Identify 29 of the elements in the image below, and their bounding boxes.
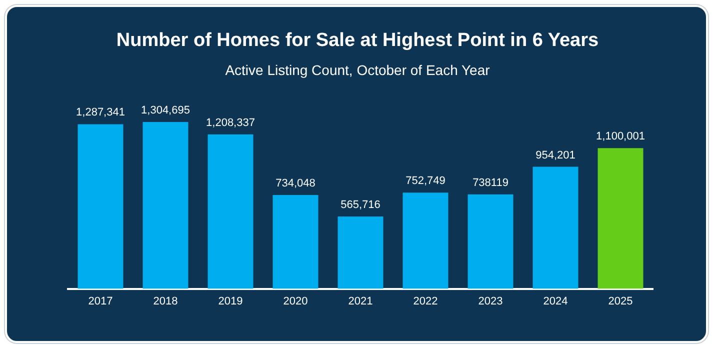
data-label: 752,749 [406,175,446,188]
data-label: 1,100,001 [596,130,645,143]
bar [598,148,644,289]
data-label: 1,287,341 [76,106,125,119]
bar [338,216,384,289]
x-tick-label: 2025 [608,295,633,308]
bar [468,194,514,289]
bar [272,194,318,289]
bar [402,192,448,289]
data-label: 1,304,695 [141,104,190,117]
data-label: 565,716 [340,199,380,212]
data-label: 734,048 [276,177,316,190]
data-label: 738119 [472,176,508,189]
bar [532,166,578,289]
x-tick-label: 2023 [478,295,503,308]
chart-title: Number of Homes for Sale at Highest Point in 6 Years [115,30,600,52]
x-tick-label: 2017 [88,295,113,308]
x-tick-label: 2018 [153,295,178,308]
x-tick-label: 2022 [413,295,438,308]
bar [142,122,188,289]
x-tick-label: 2024 [543,295,568,308]
data-label: 1,208,337 [206,116,255,129]
bar [208,134,254,289]
bar [78,124,124,289]
x-tick-label: 2019 [218,295,243,308]
chart-subtitle: Active Listing Count, October of Each Year [224,62,491,78]
x-tick-label: 2021 [348,295,373,308]
x-tick-label: 2020 [283,295,308,308]
data-label: 954,201 [536,149,576,162]
